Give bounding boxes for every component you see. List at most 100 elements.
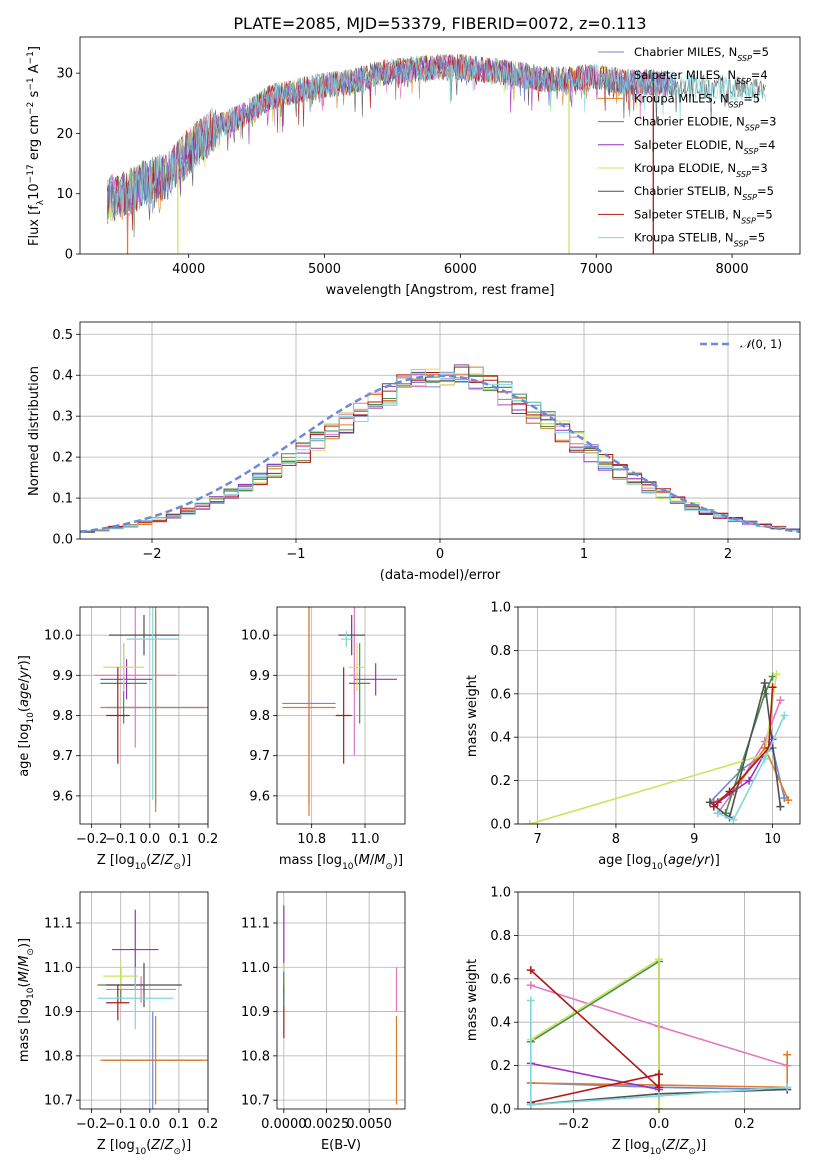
legend-label-text: Salpeter MILES, N (634, 68, 736, 82)
series-marker (772, 670, 781, 679)
age-vs-mass-point-kroupa-elodie (349, 643, 365, 692)
residual-histogram-ytick-label: 0.5 (52, 328, 73, 343)
spectrum-lines (106, 53, 767, 254)
weight-vs-age-plot-area (518, 606, 800, 825)
legend-label-kroupa-elodie: Kroupa ELODIE, NSSP=3 (634, 161, 768, 179)
legend-label-salpeter-elodie: Salpeter ELODIE, NSSP=4 (634, 138, 775, 156)
age-vs-Z-ytick-label: 9.6 (52, 789, 73, 804)
legend-label-count: =3 (760, 115, 777, 129)
mass-vs-Z-ytick-label: 10.9 (44, 1005, 73, 1020)
mass-vs-Z-plot-area (80, 892, 209, 1109)
age-vs-Z-point-salpeter-elodie (100, 659, 153, 700)
spectrum-frame (79, 36, 801, 255)
weight-vs-age-frame (517, 606, 801, 825)
weight-vs-age-ytick-label: 0.6 (490, 687, 511, 702)
mass-vs-Z-ytick-label: 11.1 (44, 917, 73, 932)
weight-vs-Z-lines (526, 955, 792, 1109)
residual-histogram-ytick-label: 0.4 (52, 369, 73, 384)
series-marker (713, 809, 722, 818)
legend-label-kroupa-stelib: Kroupa STELIB, NSSP=5 (634, 231, 765, 249)
mass-vs-EBV-ytick-label: 10.7 (241, 1094, 270, 1109)
residual-histogram-ytick-label: 0.1 (52, 492, 73, 507)
weight-vs-age-xtick-label: 7 (533, 832, 541, 847)
spectrum-xtick-label: 5000 (308, 262, 341, 277)
spectrum-plot-area (106, 53, 767, 254)
series-marker (776, 696, 785, 705)
spectrum-panel: wavelength [Angstrom, rest frame] Flux [… (26, 36, 801, 298)
mass-vs-Z-point-kroupa-miles (100, 1016, 208, 1105)
weight-vs-Z-ytick-label: 0.2 (490, 1059, 511, 1074)
spectrum-ylabel: Flux [fλ10−17 erg cm−2 s−1 A−1] (26, 46, 46, 246)
weight-vs-Z-panel: Z [log10(Z/Z⊙)] mass weight −0.2 0.0 0.2 0.… (465, 886, 801, 1157)
mass-vs-EBV-ytick-label: 10.8 (241, 1049, 270, 1064)
weight-vs-Z-ytick-label: 1.0 (490, 886, 511, 901)
spectrum-xtick-label: 6000 (444, 262, 477, 277)
spectrum-xtick-label: 4000 (172, 262, 205, 277)
weight-vs-Z-ytick-label: 0.4 (490, 1016, 511, 1031)
spectrum-ytick-label: 20 (56, 127, 73, 142)
age-vs-mass-ytick-label: 9.6 (249, 789, 270, 804)
legend-label-sub: SSP (736, 170, 751, 179)
series-line (709, 682, 782, 819)
residual-histogram-xtick-label: 1 (580, 547, 588, 562)
age-vs-Z-xtick-label: −0.1 (105, 832, 137, 847)
mass-vs-Z-ylabel: mass [log10(M/M⊙)] (17, 938, 36, 1062)
spectrum-ytick-label: 0 (65, 248, 73, 263)
series-marker (709, 802, 718, 811)
histogram-ylabel: Normed distribution (27, 366, 42, 496)
mass-vs-Z-ytick-label: 11.0 (44, 961, 73, 976)
legend-label-count: =5 (743, 91, 760, 105)
mass-vs-EBV-xtick-label: 0.0050 (346, 1117, 392, 1132)
mass-vs-EBV-ytick-label: 11.1 (241, 917, 270, 932)
weight-vs-age-xtick-label: 8 (612, 832, 620, 847)
age-vs-Z-xtick-label: 0.1 (169, 832, 190, 847)
legend-label-chabrier-miles: Chabrier MILES, NSSP=5 (634, 45, 769, 63)
age-vs-mass-plot-area (277, 607, 405, 824)
mass-vs-EBV-points (283, 905, 398, 1105)
mass-vs-EBV-frame (276, 891, 406, 1110)
weight-vs-Z-ytick-label: 0.0 (490, 1103, 511, 1118)
series-line (530, 969, 660, 1104)
age-vs-mass-ytick-label: 9.8 (249, 709, 270, 724)
legend-label-sub: SSP (742, 193, 757, 202)
normal-curve-legend-label: 𝒩(0, 1) (740, 337, 782, 351)
age-vs-Z-ylabel: age [log10(age/yr)] (17, 655, 36, 777)
legend-label-count: =4 (758, 138, 775, 152)
series-marker (768, 683, 777, 692)
residual-histogram-xtick-label: 2 (724, 547, 732, 562)
legend-label-kroupa-miles: Kroupa MILES, NSSP=5 (634, 91, 760, 109)
age-vs-mass-point-salpeter-elodie (354, 663, 397, 696)
series-marker (655, 1091, 663, 1100)
age-vs-Z-xtick-label: −0.2 (76, 832, 108, 847)
age-vs-Z-xtick-label: 0.2 (198, 832, 219, 847)
mass-vs-Z-point-kroupa-stelib (97, 967, 174, 1030)
series-marker (725, 787, 734, 796)
weight-vs-Z-ytick-label: 0.8 (490, 929, 511, 944)
age-vs-Z-ytick-label: 9.9 (52, 669, 73, 684)
weight-vs-Z-plot-area (518, 891, 800, 1110)
weight-vs-age-ytick-label: 0.2 (490, 774, 511, 789)
series-line (717, 700, 782, 814)
legend-label-sub: SSP (736, 77, 751, 86)
mass-vs-Z-points (97, 909, 208, 1109)
mass-vs-Z-xtick-label: −0.2 (76, 1117, 108, 1132)
mass-vs-EBV-ytick-label: 10.9 (241, 1005, 270, 1020)
age-vs-Z-plot-area (80, 607, 209, 824)
age-vs-Z-point-chabrier-stelib (109, 615, 179, 656)
weight-vs-age-ytick-label: 0.4 (490, 731, 511, 746)
age-vs-Z-ytick-label: 9.7 (52, 749, 73, 764)
legend-label-text: Chabrier MILES, N (634, 45, 737, 59)
age-vs-Z-point-salpeter-stelib (106, 667, 130, 764)
series-marker (783, 1083, 792, 1092)
weight-vs-age-ytick-label: 1.0 (490, 601, 511, 616)
mass-vs-Z-xlabel: Z [log10(Z/Z⊙)] (97, 1138, 191, 1157)
age-vs-Z-points (94, 607, 208, 812)
mass-vs-Z-ytick-label: 10.7 (44, 1094, 73, 1109)
weight-vs-Z-xlabel: Z [log10(Z/Z⊙)] (612, 1138, 706, 1157)
series-line (530, 1062, 660, 1091)
series-marker (655, 1105, 663, 1109)
series-marker (705, 798, 714, 807)
age-vs-mass-point-kroupa-stelib (341, 631, 352, 648)
legend-label-salpeter-stelib: Salpeter STELIB, NSSP=5 (634, 207, 773, 225)
